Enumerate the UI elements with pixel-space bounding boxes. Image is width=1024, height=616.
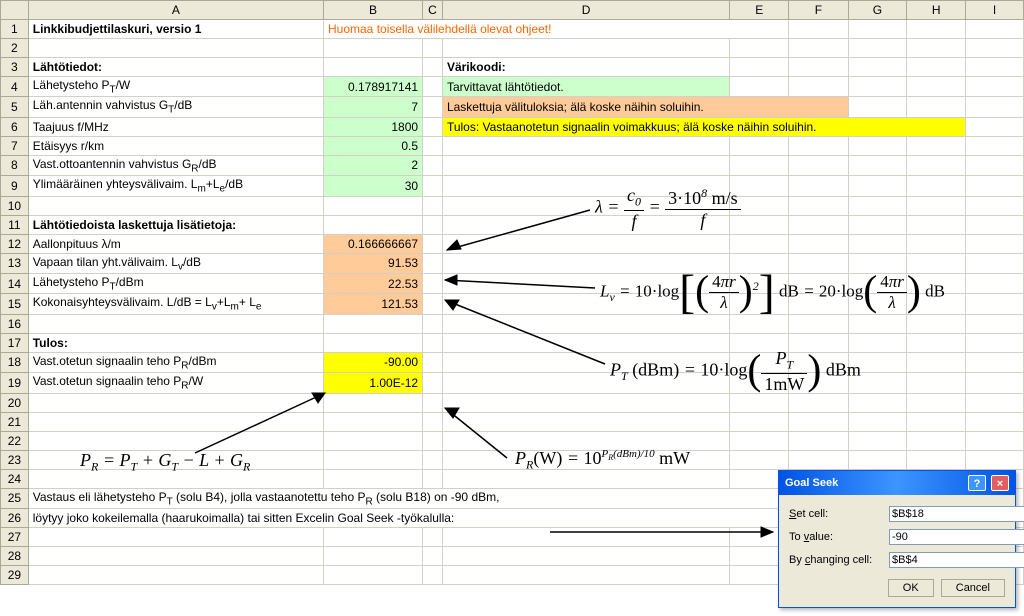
formula-lambda: λ = c0f = 3·108 m/sf [595,185,741,232]
cell-A5[interactable]: Läh.antennin vahvistus GT/dB [28,97,323,117]
cell-B15[interactable]: 121.53 [324,294,423,314]
col-header-H[interactable]: H [907,1,966,20]
by-changing-input[interactable] [889,552,1024,568]
dialog-title: Goal Seek [785,477,838,489]
row-header[interactable]: 20 [1,393,29,412]
row-header[interactable]: 25 [1,488,29,508]
cell-A11[interactable]: Lähtötiedoista laskettuja lisätietoja: [28,215,323,234]
row-header[interactable]: 27 [1,527,29,546]
set-cell-input[interactable] [889,506,1024,522]
cell-A6[interactable]: Taajuus f/MHz [28,117,323,136]
row-header[interactable]: 12 [1,234,29,253]
cell-A13[interactable]: Vapaan tilan yht.välivaim. Lv/dB [28,253,323,273]
row-header[interactable]: 23 [1,450,29,469]
row-header[interactable]: 11 [1,215,29,234]
dialog-close-button[interactable]: × [991,475,1009,491]
cell-B12[interactable]: 0.166666667 [324,234,423,253]
row-header[interactable]: 4 [1,77,29,97]
cell-B19[interactable]: 1.00E-12 [324,373,423,393]
arrow-PT [435,292,610,372]
cell-B7[interactable]: 0.5 [324,136,423,155]
to-value-input[interactable] [889,529,1024,545]
cell-A9[interactable]: Ylimääräinen yhteysvälivaim. Lm+Le/dB [28,176,323,196]
row-header[interactable]: 14 [1,273,29,293]
row-header[interactable]: 1 [1,20,29,39]
cell-A1[interactable]: Linkkibudjettilaskuri, versio 1 [28,20,323,39]
row-header[interactable]: 6 [1,117,29,136]
col-header-E[interactable]: E [730,1,789,20]
row-header[interactable]: 5 [1,97,29,117]
col-header-B[interactable]: B [324,1,423,20]
cell-A4[interactable]: Lähetysteho PT/W [28,77,323,97]
row-header[interactable]: 24 [1,469,29,488]
row-header[interactable]: 7 [1,136,29,155]
arrow-lambda [435,195,595,260]
cell-B18[interactable]: -90.00 [324,352,423,372]
by-changing-label: By changing cell: [789,554,889,566]
row-header[interactable]: 26 [1,508,29,527]
cell-A14[interactable]: Lähetysteho PT/dBm [28,273,323,293]
cell-A3[interactable]: Lähtötiedot: [28,58,323,77]
row-header[interactable]: 19 [1,373,29,393]
cell-A15[interactable]: Kokonaisyhteysvälivaim. L/dB = Lv+Lm+ Le [28,294,323,314]
cell-A25[interactable]: Vastaus eli lähetysteho PT (solu B4), jo… [28,488,789,508]
cell-B9[interactable]: 30 [324,176,423,196]
corner-cell[interactable] [1,1,29,20]
col-header-A[interactable]: A [28,1,323,20]
row-header[interactable]: 2 [1,39,29,58]
cell-A12[interactable]: Aallonpituus λ/m [28,234,323,253]
row-header[interactable]: 22 [1,431,29,450]
to-value-label: To value: [789,531,889,543]
row-header[interactable]: 13 [1,253,29,273]
cell-B6[interactable]: 1800 [324,117,423,136]
col-header-D[interactable]: D [442,1,729,20]
formula-PTdBm: PT (dBm) = 10·log(PT1mW) dBm [610,348,861,395]
row-header[interactable]: 18 [1,352,29,372]
arrow-PR-left [190,385,335,460]
set-cell-label: Set cell: [789,508,889,520]
cancel-button[interactable]: Cancel [941,579,1005,597]
row-header[interactable]: 3 [1,58,29,77]
cell-A7[interactable]: Etäisyys r/km [28,136,323,155]
row-header[interactable]: 16 [1,314,29,333]
formula-Lv: Lv = 10·log[(4πrλ)2] dB = 20·log(4πrλ) d… [600,272,945,313]
cell-B5[interactable]: 7 [324,97,423,117]
arrow-goalseek [545,522,785,542]
row-header[interactable]: 8 [1,155,29,175]
dialog-titlebar[interactable]: Goal Seek ? × [779,471,1015,495]
cell-D5[interactable]: Laskettuja välituloksia; älä koske näihi… [442,97,848,117]
cell-B13[interactable]: 91.53 [324,253,423,273]
goal-seek-dialog: Goal Seek ? × Set cell: ▣ To value: By c… [778,470,1016,608]
row-header[interactable]: 29 [1,565,29,584]
cell-B14[interactable]: 22.53 [324,273,423,293]
cell-A8[interactable]: Vast.ottoantennin vahvistus GR/dB [28,155,323,175]
cell-B4[interactable]: 0.178917141 [324,77,423,97]
formula-PRW: PR(W) = 10PR(dBm)/10 mW [515,448,690,473]
cell-B1[interactable]: Huomaa toisella välilehdellä olevat ohje… [324,20,789,39]
col-header-C[interactable]: C [423,1,443,20]
cell-B8[interactable]: 2 [324,155,423,175]
col-header-F[interactable]: F [789,1,848,20]
row-header[interactable]: 17 [1,333,29,352]
row-header[interactable]: 9 [1,176,29,196]
col-header-I[interactable]: I [966,1,1024,20]
cell-D3[interactable]: Värikoodi: [442,58,729,77]
cell-A18[interactable]: Vast.otetun signaalin teho PR/dBm [28,352,323,372]
row-header[interactable]: 28 [1,546,29,565]
row-header[interactable]: 21 [1,412,29,431]
col-header-G[interactable]: G [848,1,907,20]
dialog-help-button[interactable]: ? [968,475,986,491]
cell-D4[interactable]: Tarvittavat lähtötiedot. [442,77,729,97]
row-header[interactable]: 15 [1,294,29,314]
arrow-PRW [435,400,515,465]
cell-A17[interactable]: Tulos: [28,333,323,352]
cell-D6[interactable]: Tulos: Vastaanotetun signaalin voimakkuu… [442,117,965,136]
ok-button[interactable]: OK [888,579,934,597]
row-header[interactable]: 10 [1,196,29,215]
